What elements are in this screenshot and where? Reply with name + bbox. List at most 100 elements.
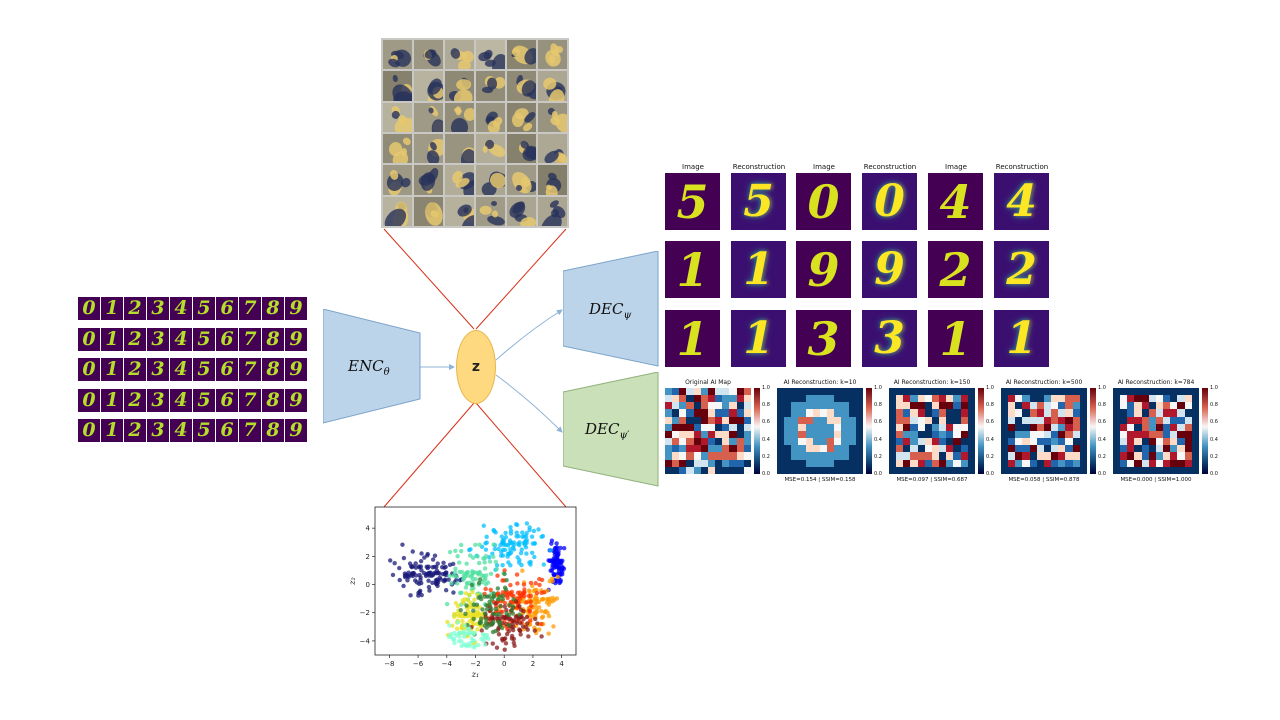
decoder-top-label: DECψ: [589, 300, 632, 321]
filter-tile: [414, 165, 443, 195]
colorbar-tick-label: 0.2: [874, 453, 882, 460]
scatter-point: [554, 596, 560, 601]
filter-tile: [476, 71, 505, 101]
scatter-point: [506, 551, 512, 556]
scatter-point: [536, 527, 541, 532]
filter-tile: [538, 40, 567, 70]
colorbar-tick-label: 0.8: [874, 402, 882, 409]
scatter-point: [508, 531, 514, 536]
filter-connector-left: [383, 228, 475, 330]
encoder-label: ENCθ: [348, 357, 390, 378]
scatter-point: [510, 604, 516, 609]
scatter-point: [534, 599, 540, 604]
colorbar-tick-label: 0.8: [986, 402, 994, 409]
scatter-point: [529, 534, 535, 539]
scatter-point: [410, 564, 416, 569]
filter-tile: [507, 196, 536, 226]
digit-cell: 2: [124, 328, 146, 351]
digit-cell: 8: [262, 358, 284, 381]
digit-glyph: 3: [807, 311, 840, 366]
scatter-point: [483, 586, 488, 592]
original-digit-tile: 1: [665, 310, 720, 367]
scatter-point: [426, 584, 432, 590]
scatter-point: [418, 564, 424, 569]
filter-tile: [476, 165, 505, 195]
scatter-point: [527, 608, 532, 613]
scatter-point: [479, 616, 484, 621]
digit-cell: 6: [216, 419, 238, 442]
scatter-point: [470, 569, 475, 574]
scatter-point: [408, 593, 413, 598]
scatter-point: [492, 546, 498, 552]
scatter-point: [388, 558, 393, 563]
scatter-point: [456, 613, 461, 618]
scatter-point: [459, 569, 465, 575]
scatter-point: [484, 633, 489, 638]
filter-tile: [538, 165, 567, 195]
colorbar-tick-label: 0.4: [1210, 436, 1218, 443]
scatter-point: [491, 619, 496, 625]
scatter-point: [494, 612, 499, 617]
scatter-point: [490, 611, 496, 616]
colorbar-tick-label: 0.0: [874, 471, 882, 477]
filter-tile: [445, 196, 474, 226]
digit-cell: 1: [101, 328, 123, 351]
digit-cell: 5: [193, 389, 215, 412]
x-axis-label: z₁: [471, 670, 479, 679]
scatter-point: [443, 564, 448, 570]
scatter-point: [504, 578, 509, 583]
scatter-point: [502, 647, 507, 652]
scatter-point: [481, 638, 486, 643]
digit-cell: 0: [78, 358, 100, 381]
digit-cell: 9: [285, 328, 307, 351]
digit-glyph: 9: [874, 244, 905, 295]
ai-map-metric: MSE=0.000 | SSIM=1.000: [1120, 477, 1192, 483]
original-digit-tile: 1: [665, 241, 720, 298]
scatter-point: [534, 590, 540, 596]
scatter-point: [455, 581, 460, 586]
digit-cell: 2: [124, 389, 146, 412]
scatter-point: [526, 593, 532, 599]
scatter-point: [502, 604, 507, 609]
colorbar-tick-label: 0.0: [1210, 471, 1218, 477]
scatter-point: [459, 542, 464, 548]
scatter-point: [472, 643, 477, 649]
scatter-point: [508, 524, 513, 530]
filter-tile: [538, 102, 567, 132]
digit-cell: 6: [216, 297, 238, 320]
digit-glyph: 1: [676, 242, 709, 297]
scatter-point: [480, 607, 485, 612]
digit-cell: 3: [147, 419, 169, 442]
scatter-point: [499, 549, 504, 555]
scatter-point: [518, 592, 524, 598]
ai-map-metric: MSE=0.058 | SSIM=0.878: [1008, 477, 1080, 483]
reconstructed-digit-tile: 9: [862, 241, 917, 298]
digit-cell: 9: [285, 297, 307, 320]
scatter-point: [475, 571, 481, 576]
scatter-point: [539, 577, 545, 583]
scatter-point: [477, 542, 482, 547]
filter-tile: [383, 102, 412, 132]
scatter-point: [455, 620, 461, 625]
scatter-point: [487, 603, 492, 608]
scatter-point: [479, 628, 484, 633]
filter-tile: [445, 102, 474, 132]
reconstructed-digit-tile: 3: [862, 310, 917, 367]
scatter-point: [517, 596, 523, 601]
digit-cell: 8: [262, 389, 284, 412]
scatter-point: [529, 603, 534, 609]
digit-cell: 8: [262, 328, 284, 351]
digit-cell: 7: [239, 358, 261, 381]
scatter-point: [468, 547, 473, 552]
filter-tile: [538, 196, 567, 226]
scatter-point: [514, 620, 520, 626]
digit-cell: 0: [78, 297, 100, 320]
filter-tile: [383, 40, 412, 70]
scatter-point: [438, 577, 444, 582]
scatter-point: [495, 586, 501, 591]
learned-filters-grid: [381, 38, 569, 228]
colorbar-tick-label: 0.2: [986, 453, 994, 460]
scatter-point: [503, 530, 508, 536]
scatter-point: [400, 542, 405, 547]
